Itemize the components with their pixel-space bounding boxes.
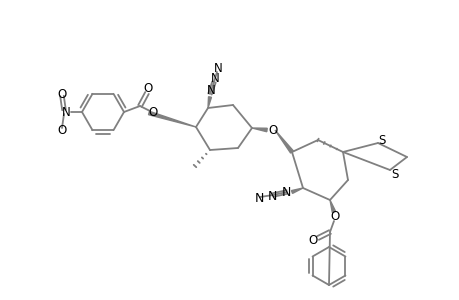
- Text: N: N: [62, 106, 70, 118]
- Text: O: O: [148, 106, 157, 119]
- Text: O: O: [330, 211, 339, 224]
- Text: N: N: [267, 190, 276, 202]
- Text: N: N: [206, 85, 215, 98]
- Text: N: N: [210, 71, 219, 85]
- Text: N: N: [281, 187, 290, 200]
- Text: O: O: [308, 233, 317, 247]
- Polygon shape: [291, 188, 302, 194]
- Polygon shape: [274, 130, 293, 153]
- Text: O: O: [268, 124, 277, 136]
- Polygon shape: [207, 97, 211, 108]
- Text: S: S: [391, 167, 398, 181]
- Text: S: S: [377, 134, 385, 148]
- Text: O: O: [57, 124, 67, 136]
- Text: N: N: [254, 191, 263, 205]
- Text: O: O: [57, 88, 67, 100]
- Polygon shape: [329, 200, 335, 213]
- Text: O: O: [143, 82, 152, 94]
- Text: N: N: [213, 61, 222, 74]
- Polygon shape: [148, 111, 196, 127]
- Polygon shape: [252, 128, 267, 132]
